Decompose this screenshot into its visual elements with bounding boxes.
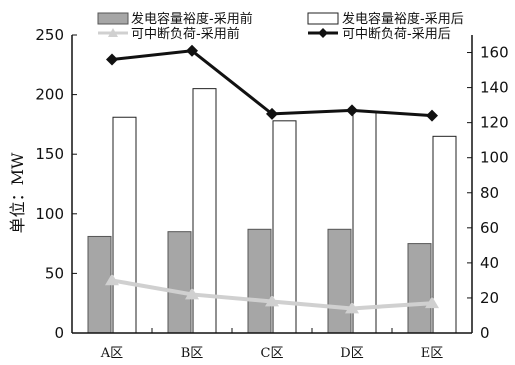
y-right-tick-label-7: 140 — [480, 79, 509, 97]
y-left-tick-label-0: 0 — [54, 324, 64, 342]
y-left-tick-label-3: 150 — [35, 145, 64, 163]
y-axis-title: 单位：MW — [8, 152, 27, 233]
legend-label-line-before: 可中断负荷-采用前 — [131, 26, 240, 42]
bar-after-0 — [112, 116, 137, 334]
y-left-tick-label-1: 50 — [45, 264, 64, 282]
legend-label-bar-after: 发电容量裕度-采用后 — [342, 11, 464, 27]
marker-before-4 — [425, 296, 439, 309]
y-left-tick-label-4: 200 — [35, 86, 64, 104]
legend-label-line-after: 可中断负荷-采用后 — [342, 27, 451, 42]
y-left-tick-label-2: 100 — [35, 205, 64, 223]
y-right-tick-label-4: 80 — [480, 184, 499, 202]
legend-marker-line-before — [108, 28, 118, 37]
bar-before-4 — [407, 243, 432, 334]
x-tick-label-1: B区 — [181, 346, 204, 361]
line-after — [111, 49, 433, 118]
y-right-tick-label-3: 60 — [480, 219, 499, 237]
marker-before-0 — [105, 273, 119, 286]
bar-before-1 — [167, 231, 192, 334]
legend-label-bar-before: 发电容量裕度-采用前 — [131, 11, 253, 27]
x-tick-label-4: E区 — [421, 346, 444, 361]
legend: 发电容量裕度-采用前 发电容量裕度-采用后 可中断负荷-采用前 可中断负荷-采用… — [97, 11, 464, 42]
y-right-tick-label-5: 100 — [480, 149, 509, 167]
legend-swatch-bar-before — [97, 12, 129, 25]
marker-before-3 — [345, 301, 359, 314]
marker-after-2 — [266, 107, 278, 120]
bar-before-2 — [247, 228, 272, 334]
x-tick-label-0: A区 — [100, 346, 123, 361]
x-tick-label-3: D区 — [340, 346, 363, 361]
y-right-tick-label-1: 20 — [480, 289, 499, 307]
bar-after-4 — [432, 135, 457, 334]
marker-after-3 — [346, 104, 358, 117]
bar-before-3 — [327, 228, 352, 334]
y-right-tick-label-2: 40 — [480, 254, 499, 272]
marker-after-1 — [186, 44, 198, 57]
y-left-tick-label-5: 250 — [35, 26, 64, 44]
y-right-tick-label-6: 120 — [480, 114, 509, 132]
lines-layer — [105, 44, 439, 314]
marker-after-4 — [426, 109, 438, 122]
marker-before-1 — [185, 287, 199, 300]
marker-after-0 — [106, 53, 118, 66]
legend-marker-line-after — [318, 28, 328, 38]
legend-swatch-bar-after — [307, 12, 339, 25]
axes-layer: 0 50 100 150 200 250 0 20 40 60 80 100 120 140 160 A区 B区… — [35, 26, 508, 361]
y-right-tick-label-0: 0 — [480, 324, 490, 342]
marker-before-2 — [265, 294, 279, 307]
y-right-tick-label-8: 160 — [480, 44, 509, 62]
x-tick-label-2: C区 — [261, 346, 284, 361]
bar-after-3 — [352, 110, 377, 334]
